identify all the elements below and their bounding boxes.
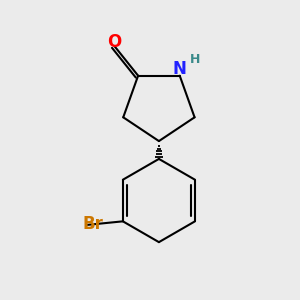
- Text: N: N: [173, 60, 187, 78]
- Text: H: H: [190, 53, 200, 66]
- Text: Br: Br: [83, 215, 104, 233]
- Text: O: O: [107, 33, 122, 51]
